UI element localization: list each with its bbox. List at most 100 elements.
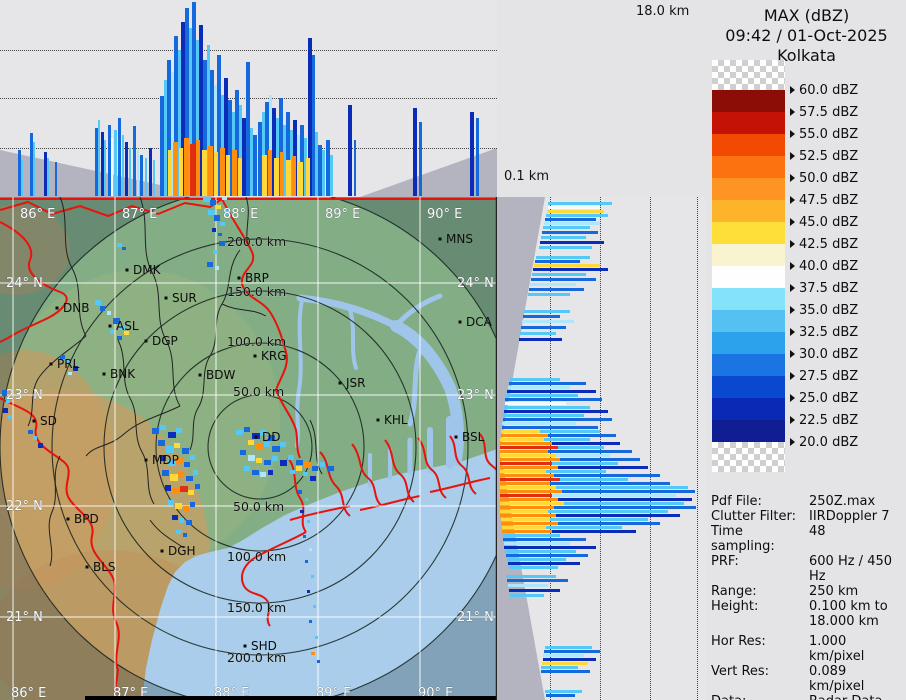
radar-echo-cell	[168, 460, 176, 466]
echo-column	[322, 150, 325, 196]
range-ring-label: 100.0 km	[227, 334, 286, 349]
echo-row	[528, 293, 570, 296]
metadata-row: PRF: 600 Hz / 450 Hz	[711, 554, 904, 584]
station-label: KHL	[384, 413, 408, 427]
station-dot	[160, 549, 164, 553]
echo-row	[548, 510, 668, 513]
echo-column	[419, 122, 422, 196]
river-network	[295, 293, 464, 488]
radar-echo-cell	[176, 530, 181, 534]
radar-echo-cell	[244, 466, 250, 471]
dbz-swatch	[712, 156, 785, 178]
radar-echo-cell	[203, 196, 211, 202]
echo-row	[500, 438, 544, 441]
echo-column	[326, 140, 330, 196]
radar-echo-cell	[3, 408, 8, 413]
echo-column	[122, 135, 124, 196]
echo-row	[547, 210, 604, 213]
echo-row	[500, 502, 564, 505]
district-borders-black	[27, 196, 323, 567]
station-label: BSL	[462, 430, 485, 444]
echo-column	[104, 140, 106, 196]
echo-row	[507, 579, 568, 582]
station-label: MDP	[152, 453, 179, 467]
echo-column	[95, 128, 98, 196]
dbz-value: 57.5 dBZ	[799, 104, 859, 120]
echo-column	[253, 135, 257, 196]
radar-echo-cell	[312, 466, 318, 471]
radar-echo-cell	[256, 458, 262, 463]
range-ring-label: 50.0 km	[233, 499, 284, 514]
dbz-swatch	[712, 178, 785, 200]
echo-column	[348, 105, 352, 196]
radar-echo-cell	[218, 233, 222, 236]
echo-column	[199, 25, 203, 196]
dbz-value: 52.5 dBZ	[799, 148, 859, 164]
echo-column	[149, 148, 152, 196]
radar-echo-cell	[175, 503, 182, 509]
range-ring-label: 150.0 km	[227, 284, 286, 299]
radar-echo-cell	[210, 200, 216, 205]
metadata-label: Data:	[711, 694, 809, 700]
dbz-scale-label: 52.5 dBZ	[790, 148, 858, 164]
station-dot	[32, 419, 36, 423]
echo-row	[522, 320, 574, 323]
echo-column	[290, 130, 293, 196]
echo-column	[174, 36, 178, 196]
product-metadata: Pdf File: 250Z.max Clutter Filter: IIRDoppl…	[711, 494, 904, 700]
dbz-swatch	[712, 222, 785, 244]
dbz-swatch-transparent	[712, 60, 785, 90]
echo-column	[98, 120, 100, 196]
station-label: SUR	[172, 291, 197, 305]
radar-echo-cell	[303, 535, 306, 538]
dbz-scale-label: 22.5 dBZ	[790, 412, 858, 428]
radar-echo-cell	[272, 456, 278, 461]
echo-row	[548, 202, 612, 205]
radar-echo-cell	[260, 430, 266, 435]
station-dot	[458, 320, 462, 324]
echo-column	[272, 108, 276, 196]
echo-row	[501, 434, 548, 437]
dbz-swatch	[712, 288, 785, 310]
radar-echo-cell	[264, 442, 270, 447]
radar-echo-cell	[179, 518, 184, 523]
legend-tick-arrow-icon	[790, 372, 795, 380]
legend-panel: MAX (dBZ) 09:42 / 01-Oct-2025 Kolkata 60…	[707, 0, 906, 700]
dbz-scale-label: 32.5 dBZ	[790, 324, 858, 340]
radar-echo-cell	[190, 502, 195, 507]
range-ring-label: 50.0 km	[233, 384, 284, 399]
metadata-value: 0.100 km to 18.000 km	[809, 599, 888, 629]
radar-echo-cell	[113, 318, 120, 324]
echo-row	[500, 478, 560, 481]
latlon-label: 89° E	[325, 207, 360, 222]
echo-column	[268, 150, 272, 196]
echo-column	[55, 162, 57, 196]
station-dot	[144, 458, 148, 462]
echo-row	[531, 278, 596, 281]
radar-echo-cell	[300, 510, 304, 513]
map-bottom-frame	[85, 696, 497, 700]
echo-row	[530, 283, 576, 286]
height-axis-max-label: 18.0 km	[636, 4, 690, 19]
radar-echo-cell	[117, 336, 122, 340]
latlon-label: 24° N	[457, 276, 494, 291]
echo-row	[529, 288, 584, 291]
radar-echo-cell	[311, 575, 314, 578]
dbz-value: 50.0 dBZ	[799, 170, 859, 186]
radar-echo-cell	[117, 243, 122, 247]
echo-row	[546, 694, 575, 697]
latlon-label: 24° N	[6, 276, 43, 291]
echo-row	[546, 214, 608, 217]
dbz-swatch	[712, 332, 785, 354]
station-label: MNS	[446, 232, 473, 246]
echo-row	[500, 442, 552, 445]
echo-column	[235, 90, 239, 196]
echo-row	[556, 514, 680, 517]
station-dot	[454, 435, 458, 439]
echo-column	[304, 138, 307, 196]
echo-row	[564, 502, 684, 505]
legend-tick-arrow-icon	[790, 350, 795, 358]
dbz-scale-label: 57.5 dBZ	[790, 104, 858, 120]
echo-row	[556, 454, 610, 457]
